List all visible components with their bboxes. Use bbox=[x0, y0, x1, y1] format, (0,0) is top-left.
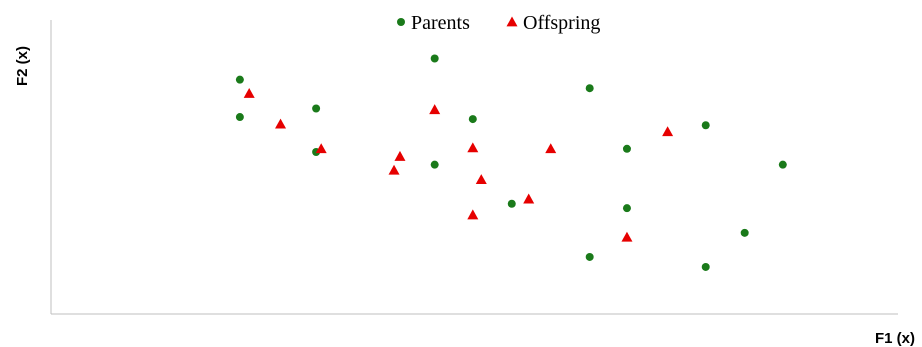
parents-point-16 bbox=[778, 160, 787, 169]
parents-point-9 bbox=[585, 84, 594, 93]
y-axis-title: F2 (x) bbox=[14, 46, 31, 86]
offspring-point-3 bbox=[315, 143, 327, 154]
offspring-point-6 bbox=[429, 104, 441, 115]
offspring-point-1 bbox=[243, 88, 255, 98]
offspring-point-2 bbox=[275, 118, 287, 129]
parents-point-14 bbox=[701, 262, 710, 271]
parents-point-12 bbox=[622, 204, 631, 213]
legend-offspring-label: Offspring bbox=[523, 12, 600, 34]
offspring-point-11 bbox=[545, 143, 557, 154]
legend-offspring-marker bbox=[506, 16, 518, 27]
parents-point-10 bbox=[585, 252, 594, 261]
parents-point-5 bbox=[430, 54, 439, 63]
data-points bbox=[235, 54, 787, 271]
parents-point-1 bbox=[235, 75, 244, 84]
parents-point-8 bbox=[507, 199, 516, 208]
parents-point-3 bbox=[312, 104, 321, 113]
offspring-point-10 bbox=[523, 193, 535, 204]
offspring-point-8 bbox=[475, 174, 487, 185]
parents-point-15 bbox=[740, 228, 749, 237]
x-axis-title: F1 (x) bbox=[875, 330, 915, 347]
parents-point-13 bbox=[701, 121, 710, 130]
parents-point-6 bbox=[430, 160, 439, 169]
parents-point-2 bbox=[235, 113, 244, 122]
offspring-point-7 bbox=[467, 142, 479, 153]
legend-parents-marker bbox=[397, 18, 405, 26]
offspring-point-12 bbox=[621, 231, 633, 242]
parents-point-11 bbox=[622, 144, 631, 153]
parents-point-7 bbox=[468, 115, 477, 124]
offspring-point-13 bbox=[662, 126, 674, 137]
offspring-point-9 bbox=[467, 209, 479, 220]
offspring-point-5 bbox=[394, 150, 406, 161]
legend: Parents Offspring bbox=[397, 12, 600, 34]
offspring-point-4 bbox=[388, 164, 400, 175]
legend-parents-label: Parents bbox=[411, 12, 470, 34]
